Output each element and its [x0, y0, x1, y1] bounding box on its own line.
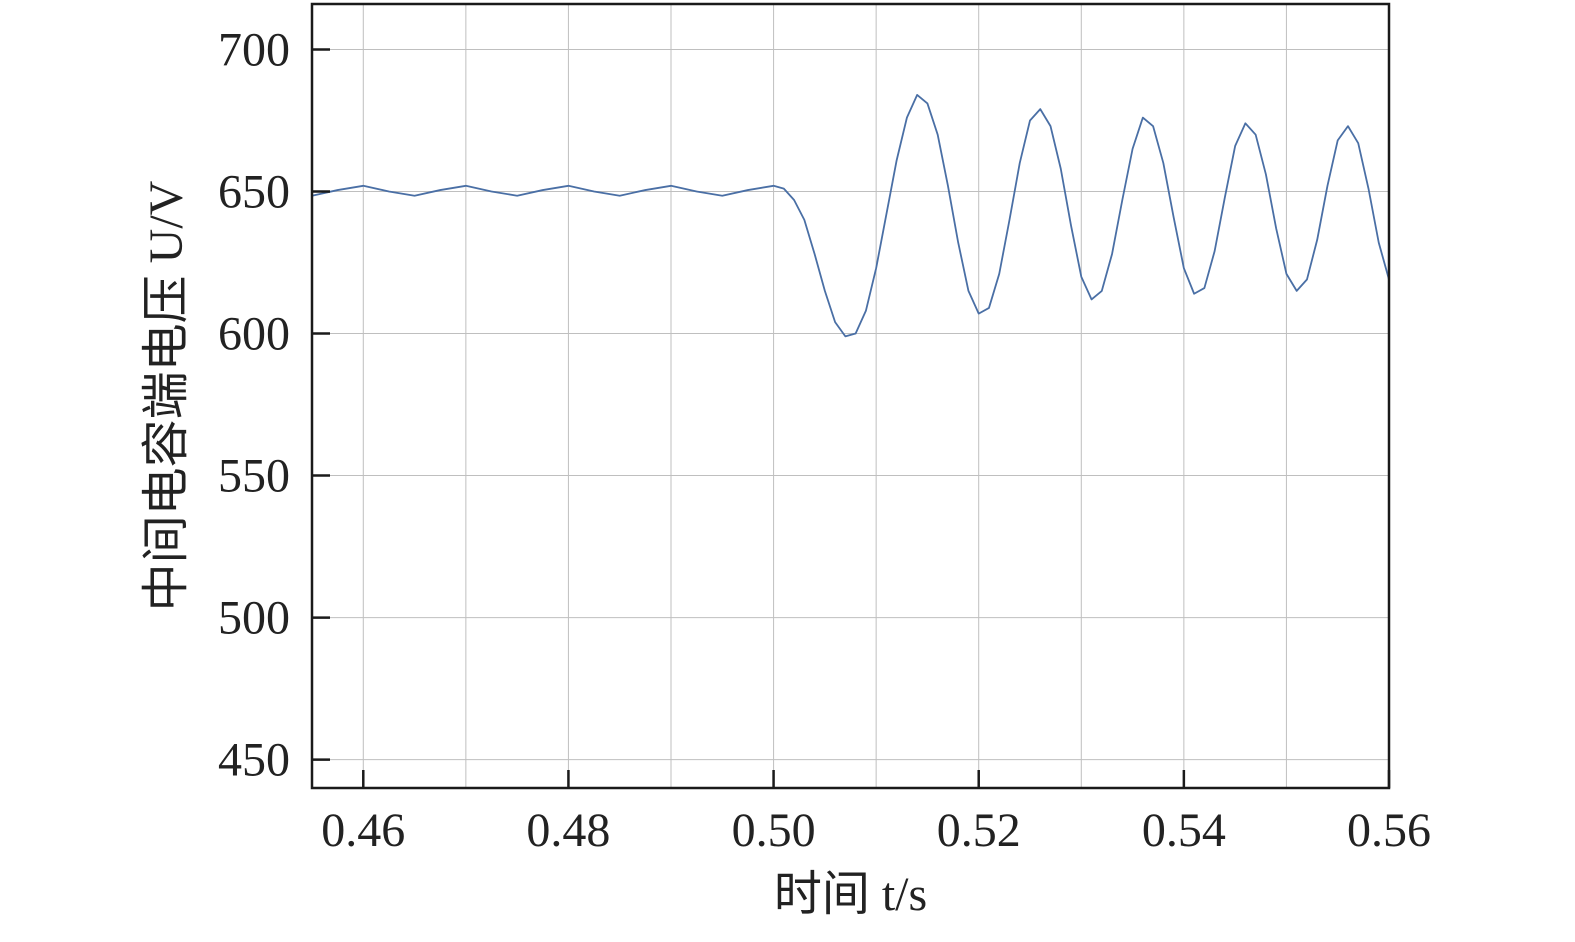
x-tick-label: 0.54 [1142, 804, 1226, 857]
y-tick-label: 650 [218, 165, 290, 218]
ticks-layer: 0.46 0.48 0.50 0.52 0.54 0.56 450 500 550 600 650 7… [218, 23, 1431, 857]
x-tick-label: 0.48 [526, 804, 610, 857]
grid-layer [312, 4, 1390, 788]
series-line [311, 94, 1390, 338]
x-tick-label: 0.46 [321, 804, 405, 857]
labels-layer: 时间 t/s 中间电容端电压 U/V [140, 180, 927, 921]
x-tick-label: 0.50 [732, 804, 816, 857]
frame-layer [310, 2, 1391, 790]
y-axis-label: 中间电容端电压 U/V [140, 180, 193, 611]
x-tick-label: 0.56 [1347, 804, 1431, 857]
y-tick-label: 600 [218, 308, 290, 361]
x-tick-label: 0.52 [937, 804, 1021, 857]
y-tick-label: 700 [218, 23, 290, 76]
y-tick-label: 550 [218, 450, 290, 503]
x-axis-label: 时间 t/s [774, 868, 927, 921]
series-layer [311, 94, 1390, 338]
plot-frame [310, 2, 1391, 790]
y-tick-label: 450 [218, 734, 290, 787]
y-tick-label: 500 [218, 592, 290, 645]
